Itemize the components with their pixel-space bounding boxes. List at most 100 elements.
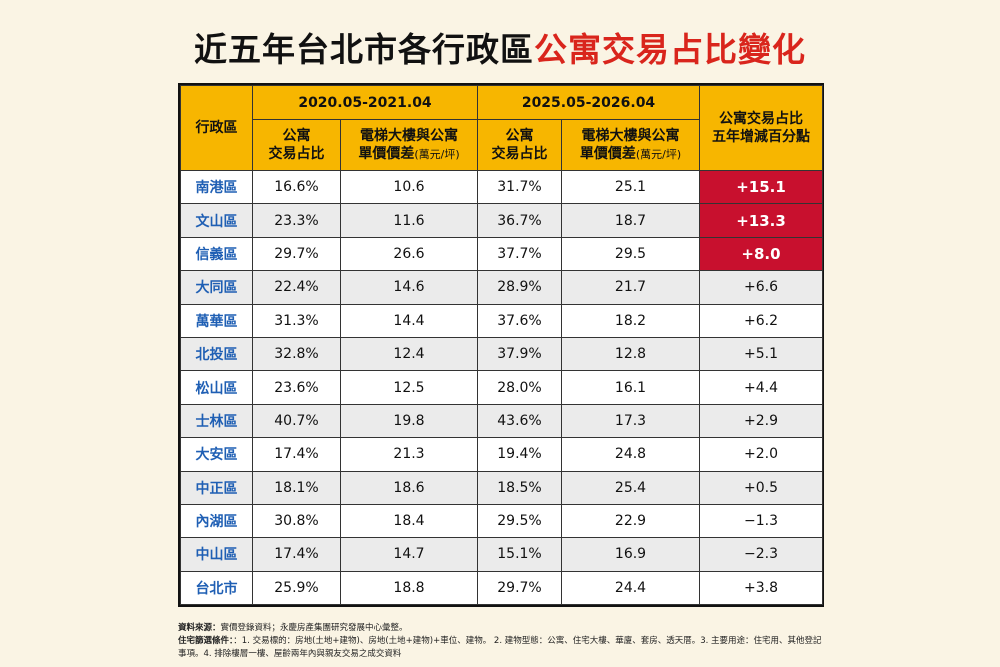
change-cell: +2.9 xyxy=(699,403,823,439)
district-cell: 南港區 xyxy=(180,169,253,205)
source-label: 資料來源： xyxy=(178,623,221,633)
share2-cell: 37.6% xyxy=(477,303,562,338)
criteria-label: 住宅篩選條件： xyxy=(178,636,234,646)
diff1-cell: 14.6 xyxy=(340,270,478,305)
share2-cell: 28.0% xyxy=(477,370,562,405)
share1-header: 公寓 交易占比 xyxy=(252,119,341,171)
diff1-cell: 12.4 xyxy=(340,336,478,372)
share1-cell: 29.7% xyxy=(252,236,341,272)
source-text: 實價登錄資料；永慶房產集團研究發展中心彙整。 xyxy=(220,623,408,633)
diff2-cell: 16.9 xyxy=(561,537,700,572)
share1-cell: 40.7% xyxy=(252,403,341,439)
table-row: 內湖區 30.8% 18.4 29.5% 22.9 −1.3 xyxy=(180,503,823,539)
diff1-cell: 14.4 xyxy=(340,303,478,338)
data-table: 行政區 2020.05-2021.04 2025.05-2026.04 公寓交易… xyxy=(178,83,824,608)
table-row: 大同區 22.4% 14.6 28.9% 21.7 +6.6 xyxy=(180,270,823,305)
share2-cell: 19.4% xyxy=(477,437,562,472)
diff1-header: 電梯大樓與公寓 單價價差(萬元/坪) xyxy=(340,119,478,171)
diff1-cell: 11.6 xyxy=(340,203,478,238)
diff2-cell: 24.8 xyxy=(561,437,700,472)
share2-cell: 31.7% xyxy=(477,169,562,205)
diff1-cell: 18.4 xyxy=(340,503,478,539)
district-header: 行政區 xyxy=(180,85,253,171)
diff2-cell: 12.8 xyxy=(561,336,700,372)
diff2-cell: 29.5 xyxy=(561,236,700,272)
diff1-cell: 12.5 xyxy=(340,370,478,405)
table-row: 大安區 17.4% 21.3 19.4% 24.8 +2.0 xyxy=(180,437,823,472)
district-cell: 松山區 xyxy=(180,370,253,405)
share2-header: 公寓 交易占比 xyxy=(477,119,562,171)
period2-header: 2025.05-2026.04 xyxy=(477,85,700,120)
share2-cell: 18.5% xyxy=(477,470,562,505)
share1-cell: 23.6% xyxy=(252,370,341,405)
share2-cell: 29.7% xyxy=(477,570,562,606)
district-cell: 文山區 xyxy=(180,203,253,238)
change-cell: +6.2 xyxy=(699,303,823,338)
change-cell: +6.6 xyxy=(699,270,823,305)
change-cell: +3.8 xyxy=(699,570,823,606)
diff1-cell: 21.3 xyxy=(340,437,478,472)
change-cell: +13.3 xyxy=(699,203,823,238)
table-row: 文山區 23.3% 11.6 36.7% 18.7 +13.3 xyxy=(180,203,823,238)
district-cell: 台北市 xyxy=(180,570,253,606)
diff2-header-line1: 電梯大樓與公寓 xyxy=(581,127,680,144)
district-cell: 中山區 xyxy=(180,537,253,572)
share2-cell: 36.7% xyxy=(477,203,562,238)
share2-cell: 28.9% xyxy=(477,270,562,305)
share1-cell: 22.4% xyxy=(252,270,341,305)
diff2-cell: 16.1 xyxy=(561,370,700,405)
change-header-line2: 五年增減百分點 xyxy=(712,129,810,145)
share1-cell: 18.1% xyxy=(252,470,341,505)
table-row: 南港區 16.6% 10.6 31.7% 25.1 +15.1 xyxy=(180,169,823,205)
district-cell: 萬華區 xyxy=(180,303,253,338)
change-header: 公寓交易占比 五年增減百分點 xyxy=(699,85,823,171)
table-row: 萬華區 31.3% 14.4 37.6% 18.2 +6.2 xyxy=(180,303,823,338)
district-cell: 中正區 xyxy=(180,470,253,505)
table-row: 北投區 32.8% 12.4 37.9% 12.8 +5.1 xyxy=(180,336,823,372)
table-row: 台北市 25.9% 18.8 29.7% 24.4 +3.8 xyxy=(180,570,823,606)
share2-header-line1: 公寓 xyxy=(505,128,534,144)
share2-header-line2: 交易占比 xyxy=(491,146,548,162)
share1-header-line2: 交易占比 xyxy=(268,146,325,162)
change-cell: +0.5 xyxy=(699,470,823,505)
share2-cell: 15.1% xyxy=(477,537,562,572)
diff1-header-line1: 電梯大樓與公寓 xyxy=(360,127,458,144)
diff2-cell: 17.3 xyxy=(561,403,700,439)
table-row: 信義區 29.7% 26.6 37.7% 29.5 +8.0 xyxy=(180,236,823,272)
share1-cell: 31.3% xyxy=(252,303,341,338)
district-cell: 內湖區 xyxy=(180,503,253,539)
period1-header: 2020.05-2021.04 xyxy=(252,85,478,120)
change-cell: +4.4 xyxy=(699,370,823,405)
diff1-cell: 10.6 xyxy=(340,169,478,205)
share1-cell: 32.8% xyxy=(252,336,341,372)
diff2-cell: 22.9 xyxy=(561,503,700,539)
diff1-cell: 19.8 xyxy=(340,403,478,439)
district-cell: 士林區 xyxy=(180,403,253,439)
share1-cell: 16.6% xyxy=(252,169,341,205)
diff1-cell: 14.7 xyxy=(340,537,478,572)
page-title: 近五年台北市各行政區公寓交易占比變化 xyxy=(0,28,1000,72)
diff2-cell: 21.7 xyxy=(561,270,700,305)
diff2-cell: 24.4 xyxy=(561,570,700,606)
criteria-text: ：1. 交易標的：房地(土地+建物)、房地(土地+建物)+車位、建物。 2. 建… xyxy=(178,636,822,659)
change-cell: +5.1 xyxy=(699,336,823,372)
diff2-header: 電梯大樓與公寓 單價價差(萬元/坪) xyxy=(561,119,700,171)
share1-cell: 17.4% xyxy=(252,537,341,572)
diff2-header-unit: (萬元/坪) xyxy=(635,147,682,161)
table-row: 中山區 17.4% 14.7 15.1% 16.9 −2.3 xyxy=(180,537,823,572)
share2-cell: 29.5% xyxy=(477,503,562,539)
district-cell: 大同區 xyxy=(180,270,253,305)
diff2-cell: 25.1 xyxy=(561,169,700,205)
change-cell: +15.1 xyxy=(699,169,823,205)
share2-cell: 37.9% xyxy=(477,336,562,372)
district-cell: 北投區 xyxy=(180,336,253,372)
diff1-header-unit: (萬元/坪) xyxy=(414,147,460,161)
district-cell: 信義區 xyxy=(180,236,253,272)
footer-notes: 資料來源：實價登錄資料；永慶房產集團研究發展中心彙整。 住宅篩選條件：：1. 交… xyxy=(178,622,828,661)
diff1-cell: 18.6 xyxy=(340,470,478,505)
diff2-cell: 18.7 xyxy=(561,203,700,238)
share1-header-line1: 公寓 xyxy=(282,128,311,144)
table-row: 松山區 23.6% 12.5 28.0% 16.1 +4.4 xyxy=(180,370,823,405)
share2-cell: 37.7% xyxy=(477,236,562,272)
change-cell: −1.3 xyxy=(699,503,823,539)
